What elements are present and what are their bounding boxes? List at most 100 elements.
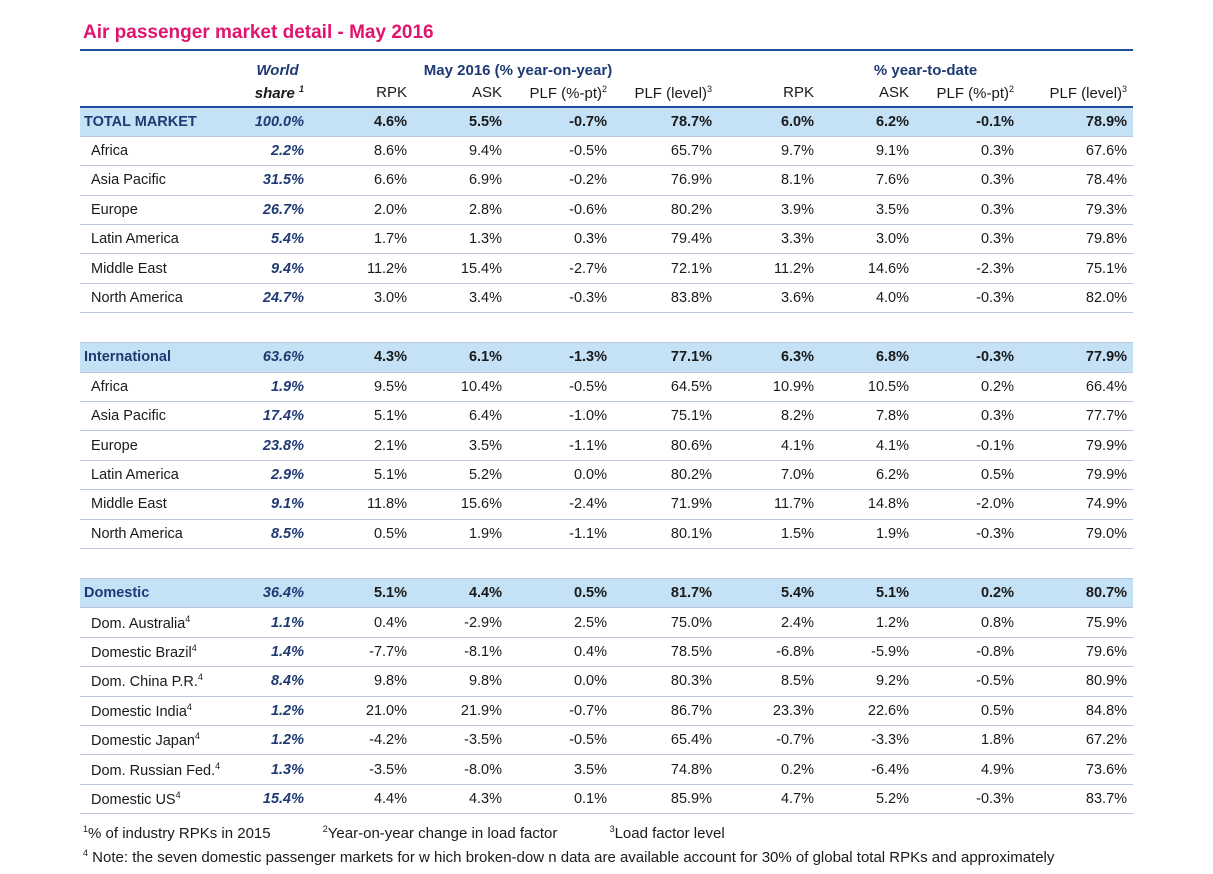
rpk-ytd-cell: 8.5% (718, 666, 820, 697)
header-plf-level-label: PLF (level) (634, 84, 707, 102)
ask-ytd-cell: 5.2% (820, 784, 915, 815)
plf-level-ytd-cell: 79.0% (1020, 519, 1134, 549)
rpk-yoy-cell: 8.6% (318, 136, 413, 167)
plf-pt-yoy-cell: -1.3% (508, 342, 613, 373)
table-row: North America 24.7% 3.0% 3.4% -0.3% 83.8% 3.6%… (80, 283, 1134, 314)
table-row: Africa 1.9% 9.5% 10.4% -0.5% 64.5% 10.9% 10.5% 0… (80, 372, 1134, 403)
ask-ytd-cell: 5.1% (820, 578, 915, 609)
world-share-cell: 17.4% (245, 401, 318, 432)
ask-yoy-cell: 6.4% (413, 401, 508, 432)
plf-level-ytd-cell: 75.9% (1020, 607, 1134, 638)
plf-pt-ytd-cell: 0.3% (915, 165, 1020, 196)
footnote-2-text: Year-on-year change in load factor (327, 825, 558, 842)
ask-ytd-cell: 3.0% (820, 224, 915, 255)
rpk-yoy-cell: 9.8% (318, 666, 413, 697)
plf-pt-ytd-cell: -0.3% (915, 519, 1020, 549)
plf-level-ytd-cell: 78.9% (1020, 107, 1134, 137)
ask-yoy-cell: 21.9% (413, 696, 508, 726)
ask-ytd-cell: 14.6% (820, 253, 915, 284)
rpk-yoy-cell: 11.8% (318, 489, 413, 520)
region-name: Middle East (91, 260, 167, 277)
plf-pt-yoy-cell: -2.4% (508, 489, 613, 520)
plf-level-yoy-cell: 85.9% (613, 784, 718, 815)
world-share-cell: 1.4% (245, 637, 318, 668)
table-row: Asia Pacific 31.5% 6.6% 6.9% -0.2% 76.9% 8.1% 7… (80, 165, 1134, 196)
ask-yoy-cell: -8.0% (413, 754, 508, 785)
footnote-3-sup: 3 (609, 824, 615, 834)
plf-pt-ytd-cell: -0.3% (915, 784, 1020, 815)
plf-level-ytd-cell: 74.9% (1020, 489, 1134, 520)
ask-ytd-cell: 1.2% (820, 607, 915, 638)
spacer-cell (80, 548, 1134, 579)
plf-level-ytd-cell: 67.6% (1020, 136, 1134, 167)
ask-yoy-cell: 10.4% (413, 372, 508, 403)
region-name-cell: Domestic (80, 578, 245, 609)
header-plf-pt: PLF (%-pt)2 (508, 79, 613, 108)
world-share-cell: 1.9% (245, 372, 318, 403)
table-row: Domestic Brazil4 1.4% -7.7% -8.1% 0.4% 78.5% -… (80, 637, 1134, 668)
plf-pt-ytd-cell: 0.5% (915, 696, 1020, 726)
world-share-cell: 36.4% (245, 578, 318, 609)
plf-level-yoy-cell: 65.7% (613, 136, 718, 167)
header-world-share: share 1 (245, 79, 318, 108)
region-name: Latin America (91, 231, 179, 248)
plf-level-yoy-cell: 71.9% (613, 489, 718, 520)
plf-pt-yoy-cell: -1.1% (508, 430, 613, 461)
footnote-line-2: 4 Note: the seven domestic passenger mar… (83, 848, 1193, 872)
plf-pt-yoy-cell: 3.5% (508, 754, 613, 785)
footnote-1-text: % of industry RPKs in 2015 (88, 825, 271, 842)
rpk-yoy-cell: 6.6% (318, 165, 413, 196)
plf-pt-ytd-cell: -0.5% (915, 666, 1020, 697)
footnote-1-sup: 1 (83, 824, 89, 834)
region-footnote-sup: 4 (185, 613, 191, 624)
plf-pt-ytd-cell: 0.3% (915, 224, 1020, 255)
table-row: Domestic US4 15.4% 4.4% 4.3% 0.1% 85.9% 4.7% 5.… (80, 784, 1134, 815)
region-name-cell: International (80, 342, 245, 373)
ask-ytd-cell: 6.8% (820, 342, 915, 373)
rpk-ytd-cell: -0.7% (718, 725, 820, 756)
table-row: Domestic India4 1.2% 21.0% 21.9% -0.7% 86.7% 2… (80, 696, 1134, 726)
region-name: Domestic (84, 585, 150, 602)
ask-ytd-cell: 9.2% (820, 666, 915, 697)
region-name-cell: Domestic US4 (80, 784, 245, 815)
ask-yoy-cell: 15.4% (413, 253, 508, 284)
plf-pt-ytd-cell: 0.8% (915, 607, 1020, 638)
region-name: Latin America (91, 466, 179, 483)
plf-level-ytd-cell: 84.8% (1020, 696, 1134, 726)
plf-level-yoy-cell: 76.9% (613, 165, 718, 196)
region-name-cell: Dom. Australia4 (80, 607, 245, 638)
ask-ytd-cell: 4.0% (820, 283, 915, 314)
rpk-ytd-cell: -6.8% (718, 637, 820, 668)
plf-pt-ytd-cell: -0.1% (915, 430, 1020, 461)
ask-yoy-cell: 6.1% (413, 342, 508, 373)
page-title: Air passenger market detail - May 2016 (83, 22, 434, 43)
plf-level-yoy-cell: 74.8% (613, 754, 718, 785)
world-share-cell: 23.8% (245, 430, 318, 461)
footnote-3: 3Load factor level (609, 824, 725, 842)
rpk-yoy-cell: -3.5% (318, 754, 413, 785)
plf-level-yoy-cell: 75.1% (613, 401, 718, 432)
ask-yoy-cell: 1.3% (413, 224, 508, 255)
rpk-ytd-cell: 8.2% (718, 401, 820, 432)
region-name-cell: Latin America (80, 460, 245, 491)
region-name-cell: Domestic Japan4 (80, 725, 245, 756)
region-name-cell: Latin America (80, 224, 245, 255)
region-name: Europe (91, 437, 138, 454)
region-name: Dom. China P.R. (91, 674, 198, 691)
footnote-line-1: 1% of industry RPKs in 2015 2Year-on-yea… (83, 824, 1193, 848)
rpk-yoy-cell: 1.7% (318, 224, 413, 255)
header-plf-level-sup: 3 (706, 83, 712, 94)
plf-level-yoy-cell: 77.1% (613, 342, 718, 373)
rpk-ytd-cell: 7.0% (718, 460, 820, 491)
ask-yoy-cell: 5.2% (413, 460, 508, 491)
header-plf-level-ytd-label: PLF (level) (1049, 84, 1123, 102)
header-blank (80, 79, 245, 108)
rpk-yoy-cell: 11.2% (318, 253, 413, 284)
region-name-cell: North America (80, 283, 245, 314)
ask-yoy-cell: 9.4% (413, 136, 508, 167)
rpk-yoy-cell: 2.0% (318, 195, 413, 226)
plf-pt-yoy-cell: 0.4% (508, 637, 613, 668)
region-name: Africa (91, 143, 129, 160)
plf-pt-yoy-cell: -0.5% (508, 136, 613, 167)
plf-pt-ytd-cell: -2.0% (915, 489, 1020, 520)
